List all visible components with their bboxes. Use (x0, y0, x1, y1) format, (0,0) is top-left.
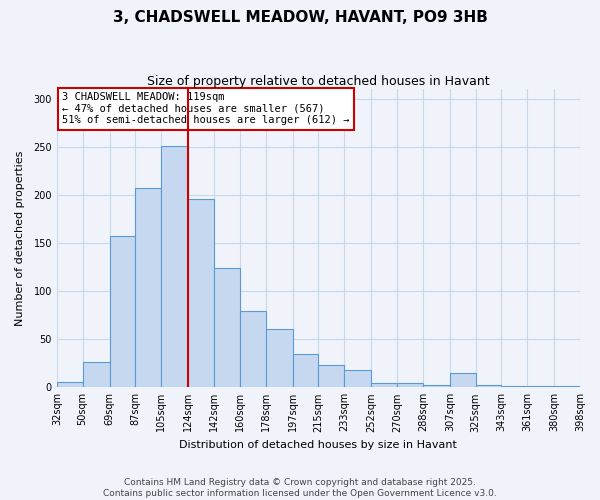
X-axis label: Distribution of detached houses by size in Havant: Distribution of detached houses by size … (179, 440, 457, 450)
Bar (476, 386, 502, 388)
Bar (161, 146, 188, 388)
Text: Contains HM Land Registry data © Crown copyright and database right 2025.
Contai: Contains HM Land Registry data © Crown c… (103, 478, 497, 498)
Bar (83, 362, 110, 388)
Text: 3 CHADSWELL MEADOW: 119sqm
← 47% of detached houses are smaller (567)
51% of sem: 3 CHADSWELL MEADOW: 119sqm ← 47% of deta… (62, 92, 350, 126)
Bar (423, 386, 450, 388)
Bar (188, 199, 214, 388)
Bar (136, 188, 161, 388)
Bar (266, 328, 293, 388)
Bar (214, 268, 240, 388)
Bar (293, 354, 319, 388)
Bar (110, 236, 136, 388)
Bar (450, 373, 476, 388)
Title: Size of property relative to detached houses in Havant: Size of property relative to detached ho… (147, 75, 490, 88)
Bar (371, 384, 397, 388)
Bar (240, 312, 266, 388)
Bar (344, 370, 371, 388)
Bar (527, 386, 554, 388)
Bar (319, 365, 344, 388)
Bar (397, 384, 423, 388)
Bar (554, 386, 580, 388)
Bar (502, 386, 527, 388)
Bar (57, 382, 83, 388)
Y-axis label: Number of detached properties: Number of detached properties (15, 150, 25, 326)
Text: 3, CHADSWELL MEADOW, HAVANT, PO9 3HB: 3, CHADSWELL MEADOW, HAVANT, PO9 3HB (113, 10, 487, 25)
